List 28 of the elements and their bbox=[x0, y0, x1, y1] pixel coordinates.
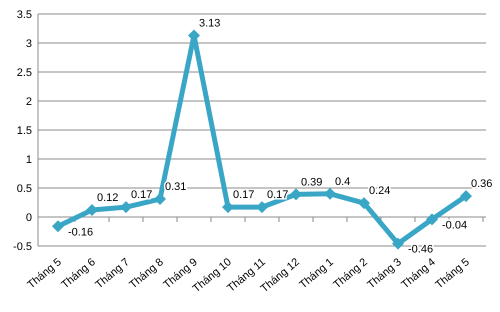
point bbox=[392, 238, 404, 250]
y-tick-label: 0 bbox=[26, 212, 32, 224]
data-label: 0.36 bbox=[471, 178, 492, 190]
y-tick-label: -0.5 bbox=[13, 241, 32, 253]
data-label: 0.17 bbox=[267, 189, 288, 202]
data-label: 3.13 bbox=[199, 17, 220, 30]
y-tick-label: 1.5 bbox=[16, 125, 32, 137]
data-label: -0.04 bbox=[442, 219, 468, 232]
point bbox=[358, 197, 370, 210]
y-tick-label: 1 bbox=[26, 154, 32, 166]
data-label: 0.31 bbox=[165, 181, 186, 194]
point bbox=[154, 193, 166, 206]
data-label: 0.17 bbox=[233, 189, 254, 202]
data-label: -0.46 bbox=[408, 244, 434, 256]
y-tick-label: 3.5 bbox=[16, 9, 32, 21]
data-label: -0.16 bbox=[68, 226, 94, 238]
y-tick-label: 2 bbox=[26, 96, 32, 108]
y-tick-label: 2.5 bbox=[16, 67, 32, 79]
point bbox=[460, 190, 472, 202]
point bbox=[52, 220, 64, 232]
data-label: 0.39 bbox=[301, 176, 322, 188]
data-label: 0.17 bbox=[131, 189, 152, 202]
y-tick-label: 3 bbox=[26, 38, 32, 50]
data-label: 0.24 bbox=[369, 185, 390, 198]
data-label: 0.4 bbox=[335, 176, 350, 188]
y-tick-label: 0.5 bbox=[16, 183, 32, 195]
point bbox=[426, 213, 438, 226]
data-label: 0.12 bbox=[97, 192, 118, 204]
